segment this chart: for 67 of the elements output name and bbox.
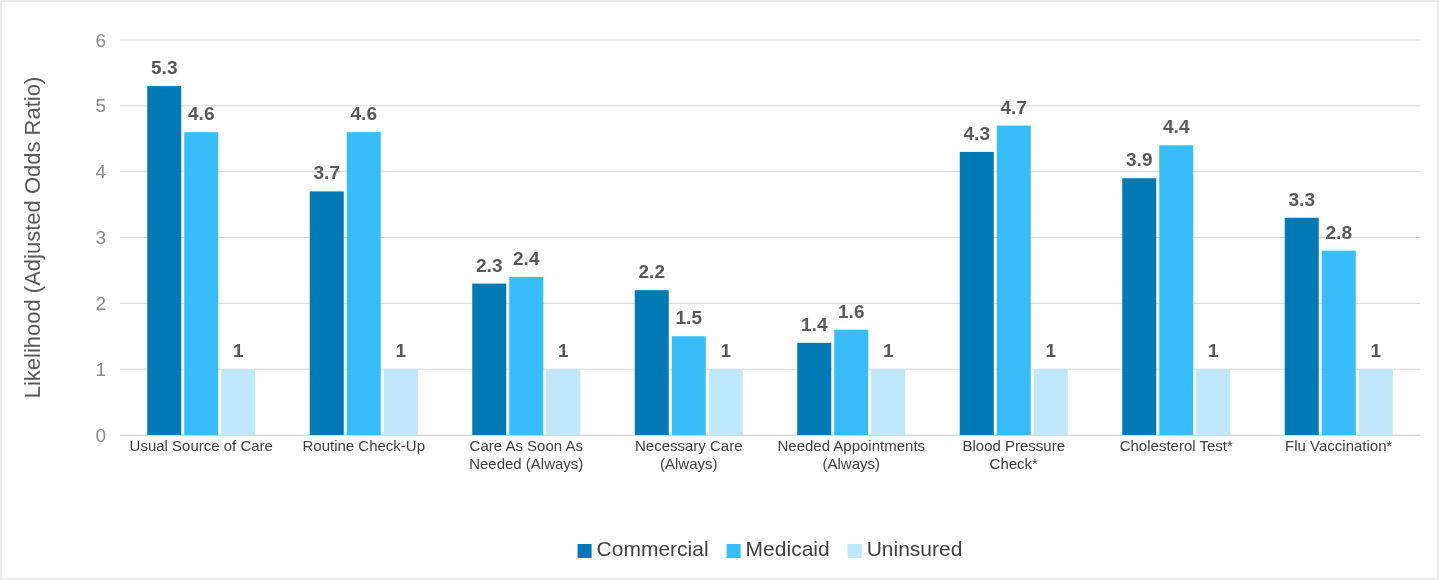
bar <box>1358 369 1393 435</box>
data-label: 1 <box>720 340 732 362</box>
bar <box>346 132 381 435</box>
x-tick-label: Usual Source of Care <box>129 437 273 454</box>
bar <box>708 369 743 435</box>
data-label: 5.3 <box>151 57 178 79</box>
x-tick-label: Needed Appointments (Always) <box>777 437 926 472</box>
data-label: 3.7 <box>313 162 340 184</box>
bar <box>1122 178 1157 435</box>
x-tick-label: Care As Soon As Needed (Always) <box>469 437 584 472</box>
bar <box>1196 369 1231 435</box>
x-tick-label: Blood Pressure Check* <box>962 437 1066 472</box>
data-label: 1.6 <box>838 300 865 322</box>
data-label: 1 <box>395 340 407 362</box>
data-label: 4.7 <box>1000 96 1027 118</box>
y-axis-title: Likelihood (Adjusted Odds Ratio) <box>20 76 45 399</box>
bar <box>1321 250 1356 435</box>
y-tick-label: 3 <box>95 227 106 249</box>
bar <box>472 283 507 435</box>
data-label: 4.6 <box>188 103 215 125</box>
y-tick-label: 6 <box>95 29 106 51</box>
data-label: 4.3 <box>963 122 990 144</box>
bar <box>834 329 869 435</box>
bar <box>634 290 669 435</box>
bar <box>546 369 581 435</box>
bar <box>184 132 219 435</box>
data-label: 1.4 <box>801 313 828 335</box>
bar <box>147 86 182 435</box>
legend-label: Medicaid <box>745 537 830 560</box>
bar <box>671 336 706 435</box>
data-label: 1.5 <box>675 307 703 329</box>
bar <box>959 151 994 435</box>
bar <box>871 369 906 435</box>
bar <box>1284 217 1319 435</box>
data-label: 2.2 <box>638 261 665 283</box>
y-tick-label: 5 <box>95 95 106 117</box>
bar <box>383 369 418 435</box>
legend-label: Uninsured <box>866 537 963 560</box>
data-label: 1 <box>1045 340 1057 362</box>
data-label: 2.4 <box>513 248 540 269</box>
y-tick-label: 2 <box>95 292 106 314</box>
bar <box>221 369 256 435</box>
data-label: 2.8 <box>1325 221 1352 243</box>
bar <box>797 342 832 435</box>
data-label: 4.4 <box>1163 116 1190 138</box>
data-label: 1 <box>232 340 244 362</box>
bar <box>509 277 544 435</box>
y-tick-label: 4 <box>95 161 107 183</box>
bar <box>996 125 1031 435</box>
data-label: 2.3 <box>476 254 503 276</box>
legend-label: Commercial <box>596 537 709 560</box>
x-tick-label: Flu Vaccination* <box>1285 437 1393 454</box>
data-label: 3.9 <box>1126 149 1153 171</box>
bar <box>1159 145 1194 435</box>
data-label: 4.6 <box>350 103 377 125</box>
data-label: 1 <box>1370 340 1382 362</box>
x-tick-label: Routine Check-Up <box>302 437 426 454</box>
data-label: 1 <box>1207 340 1219 362</box>
bar <box>309 191 344 435</box>
y-tick-label: 0 <box>95 424 106 446</box>
x-tick-label: Necessary Care (Always) <box>634 437 743 472</box>
data-label: 3.3 <box>1288 188 1315 210</box>
x-tick-label: Cholesterol Test* <box>1119 437 1233 454</box>
data-label: 1 <box>882 340 894 362</box>
data-label: 1 <box>557 340 569 362</box>
bar <box>1033 369 1068 435</box>
y-tick-label: 1 <box>95 358 106 380</box>
